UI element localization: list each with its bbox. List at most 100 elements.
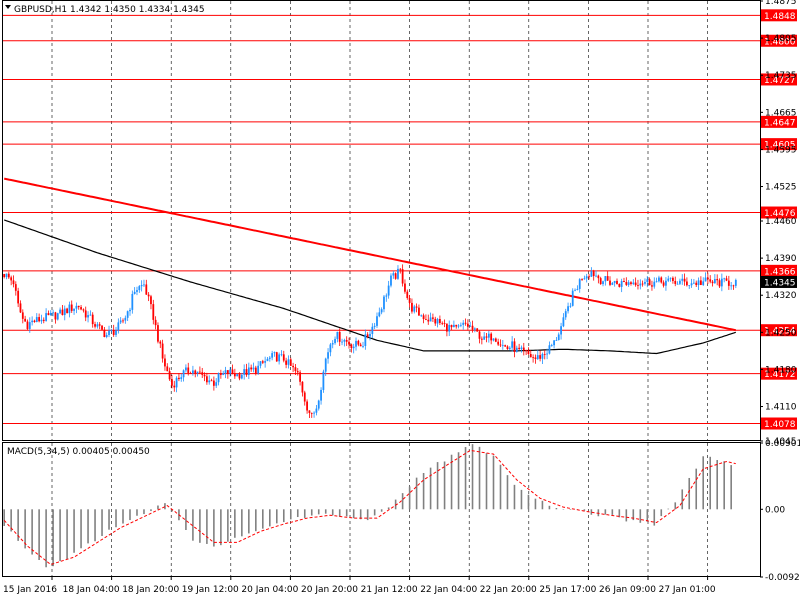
- candles: [3, 264, 737, 418]
- candle-body: [480, 338, 483, 340]
- candle-body: [303, 392, 306, 402]
- candle-body: [250, 367, 253, 370]
- candle-body: [471, 325, 474, 330]
- candle-body: [592, 271, 595, 277]
- candle-body: [73, 308, 75, 311]
- candle-body: [313, 412, 315, 414]
- candle-body: [672, 277, 674, 281]
- candle-body: [252, 367, 255, 370]
- candle-body: [727, 280, 730, 286]
- candle-body: [210, 380, 213, 382]
- candle-body: [282, 354, 285, 361]
- price-tick-label: 1.4110: [765, 403, 797, 413]
- current-price-bg: [761, 275, 797, 288]
- current-price-label: 1.4345: [764, 278, 796, 288]
- candle-body: [411, 302, 413, 312]
- time-tick-label: 21 Jan 12:00: [361, 585, 418, 595]
- candle-body: [541, 353, 544, 359]
- candle-body: [49, 312, 52, 316]
- candle-body: [704, 277, 707, 282]
- price-tick-label: 1.4250: [765, 328, 797, 338]
- candle-body: [224, 370, 227, 374]
- candle-body: [439, 318, 441, 323]
- candle-body: [63, 308, 66, 316]
- candle-body: [443, 323, 446, 325]
- candle-body: [730, 285, 733, 287]
- candle-body: [732, 285, 735, 287]
- candle-body: [143, 284, 145, 286]
- candle-body: [101, 325, 103, 330]
- candle-body: [3, 274, 6, 278]
- candle-body: [285, 360, 288, 365]
- candle-body: [369, 333, 371, 337]
- candle-body: [425, 319, 427, 320]
- candle-body: [357, 340, 360, 345]
- candle-body: [145, 284, 148, 295]
- candle-body: [529, 354, 532, 358]
- candle-body: [175, 377, 178, 388]
- price-tick-label: 1.4320: [765, 291, 797, 301]
- candle-body: [77, 305, 80, 308]
- candle-body: [557, 334, 560, 340]
- candle-body: [564, 311, 567, 318]
- candle-body: [240, 374, 243, 379]
- candle-body: [613, 280, 616, 283]
- candle-body: [229, 369, 232, 374]
- level-label-bg: [761, 73, 797, 86]
- candle-body: [543, 353, 546, 355]
- candle-body: [187, 367, 190, 373]
- level-label: 1.4078: [764, 420, 796, 430]
- candle-body: [231, 369, 234, 374]
- macd-tick-label: -0.0092: [765, 573, 800, 583]
- candle-body: [429, 317, 432, 322]
- candle-body: [94, 324, 96, 327]
- candle-body: [506, 346, 509, 350]
- candle-body: [553, 340, 555, 346]
- candle-body: [110, 330, 113, 331]
- level-label-bg: [761, 115, 797, 128]
- time-tick-label: 22 Jan 20:00: [480, 585, 537, 595]
- candle-body: [364, 334, 367, 346]
- price-tick-label: 1.4180: [765, 365, 797, 375]
- candle-body: [385, 295, 388, 297]
- candle-body: [10, 277, 13, 281]
- macd-tick-label: 0.00: [765, 505, 785, 515]
- candle-body: [394, 273, 397, 279]
- candle-body: [287, 359, 290, 365]
- candle-body: [157, 325, 159, 342]
- candle-body: [452, 324, 455, 328]
- candle-body: [709, 279, 712, 282]
- candle-body: [59, 309, 61, 314]
- candle-body: [494, 338, 497, 342]
- time-tick-label: 25 Jan 17:00: [539, 585, 596, 595]
- candle-body: [103, 329, 106, 337]
- candle-body: [264, 361, 267, 363]
- price-tick-label: 1.4735: [765, 71, 797, 81]
- price-tick-label: 1.4665: [765, 108, 797, 118]
- candle-body: [159, 341, 162, 344]
- candle-body: [581, 279, 583, 280]
- candle-body: [198, 371, 201, 373]
- candle-body: [238, 373, 241, 379]
- candle-body: [432, 317, 434, 319]
- candle-body: [124, 317, 127, 321]
- candle-body: [98, 324, 101, 326]
- candle-body: [317, 400, 320, 409]
- candle-body: [648, 279, 651, 286]
- candle-body: [397, 268, 399, 279]
- candle-body: [508, 347, 511, 350]
- triangle-down-icon[interactable]: [5, 5, 11, 9]
- candle-body: [485, 336, 488, 338]
- candle-body: [257, 365, 260, 374]
- candle-body: [306, 401, 308, 411]
- candle-body: [126, 311, 129, 318]
- price-tick-label: 1.4460: [765, 217, 797, 227]
- candle-body: [271, 353, 274, 358]
- candle-body: [45, 313, 48, 321]
- candle-body: [536, 355, 539, 359]
- candle-body: [341, 341, 343, 343]
- candle-body: [590, 271, 593, 277]
- candle-body: [189, 372, 192, 374]
- candle-body: [280, 354, 283, 356]
